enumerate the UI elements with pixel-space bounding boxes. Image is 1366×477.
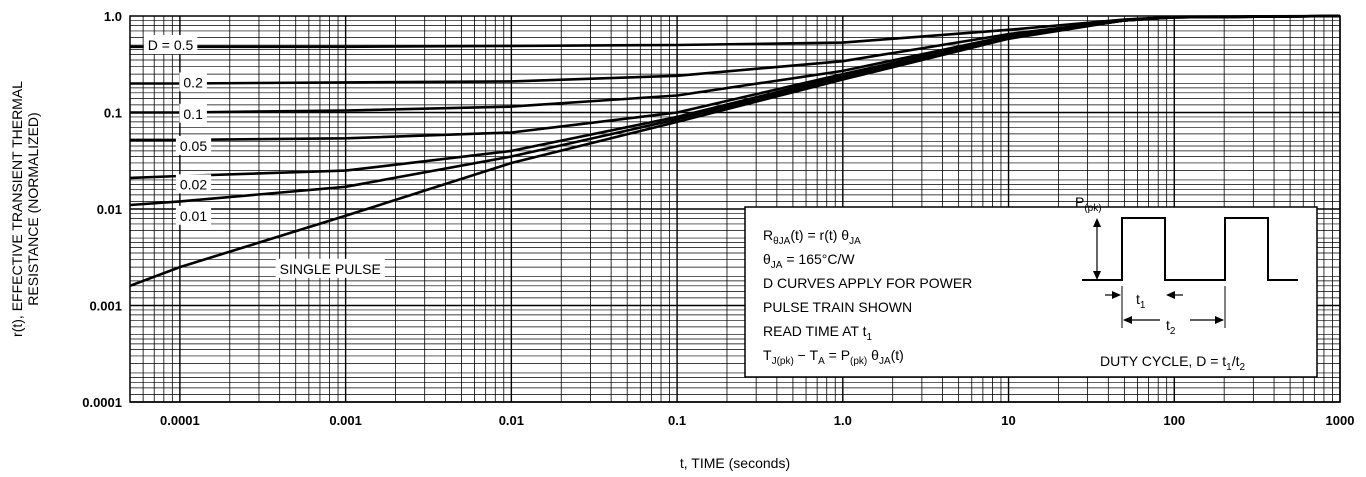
- curve-6: [129, 14, 1341, 288]
- curve-label-bg: [175, 205, 212, 225]
- curve-label-bg: [275, 258, 385, 278]
- t2-arrowhead-right: [1215, 316, 1224, 324]
- annotation-line: READ TIME AT t1​: [763, 323, 872, 343]
- curve-label: 0.2: [183, 74, 203, 90]
- curve-label-bg: [143, 35, 198, 55]
- curve-label-bg: [179, 103, 207, 123]
- y-axis-title-line1: r(t), EFFECTIVE TRANSIENT THERMAL: [9, 81, 25, 337]
- annotation-line: PULSE TRAIN SHOWN: [763, 299, 912, 315]
- x-tick-label: 0.0001: [160, 413, 200, 428]
- annotation-line: θJA​ = 165°C/W: [763, 251, 855, 271]
- t1-arrowhead-right: [1166, 291, 1175, 299]
- x-tick-label: 1000: [1326, 413, 1355, 428]
- x-tick-label: 10: [1001, 413, 1015, 428]
- x-tick-label: 0.1: [668, 413, 686, 428]
- curve-label: 0.02: [180, 176, 207, 192]
- y-tick-label: 0.0001: [82, 395, 122, 410]
- curve-label: 0.1: [183, 106, 203, 122]
- t1-arrowhead-left: [1112, 291, 1121, 299]
- ppk-arrowhead-up: [1093, 218, 1101, 227]
- annotation-line: D CURVES APPLY FOR POWER: [763, 275, 972, 291]
- annotation-line: RθJA​(t) = r(t) θJA​: [763, 227, 861, 247]
- curves: D = 0.5 0.2 0.1 0.05 0.02 0.01 SINGLE PULSE: [129, 14, 1341, 288]
- x-tick-label: 100: [1163, 413, 1185, 428]
- duty-cycle-label: DUTY CYCLE, D = t1​/t2​: [1100, 353, 1246, 373]
- annotation-box: RθJA​(t) = r(t) θJA​ θJA​ = 165°C/W D CURV…: [744, 194, 1318, 378]
- x-axis-ticks: 0.0001 0.001 0.01 0.1 1.0 10 100 1000: [160, 413, 1354, 428]
- pulse-train: [1082, 217, 1298, 281]
- x-tick-label: 1.0: [834, 413, 852, 428]
- y-tick-label: 0.01: [97, 202, 122, 217]
- ppk-arrowhead-down: [1093, 271, 1101, 280]
- annotation-frame: [744, 206, 1318, 378]
- curve-label: D = 0.5: [148, 37, 194, 53]
- t2-label: t2​: [1166, 317, 1176, 337]
- curve-label: 0.01: [180, 208, 207, 224]
- plot-area-frame: [129, 15, 1341, 403]
- curve-label-bg: [175, 174, 212, 194]
- curve-label: SINGLE PULSE: [280, 261, 381, 277]
- curve-label-bg: [175, 135, 212, 155]
- y-axis-title-line2: RESISTANCE (NORMALIZED): [25, 112, 41, 305]
- y-axis-ticks: 1.0 0.1 0.01 0.001 0.0001: [82, 9, 122, 410]
- y-tick-label: 0.001: [89, 299, 122, 314]
- curve-label: 0.05: [180, 138, 207, 154]
- y-tick-label: 0.1: [104, 106, 122, 121]
- t1-label: t1​: [1136, 291, 1146, 311]
- curve-label-bg: [179, 72, 207, 92]
- x-tick-label: 0.01: [499, 413, 524, 428]
- x-tick-label: 0.001: [329, 413, 362, 428]
- y-tick-label: 1.0: [104, 9, 122, 24]
- t2-arrowhead-left: [1123, 316, 1132, 324]
- x-axis-title: t, TIME (seconds): [680, 455, 790, 471]
- ppk-label: P(pk)​: [1075, 194, 1102, 214]
- annotation-line: TJ(pk)​ − TA​ = P(pk)​ θJA​(t): [763, 347, 904, 367]
